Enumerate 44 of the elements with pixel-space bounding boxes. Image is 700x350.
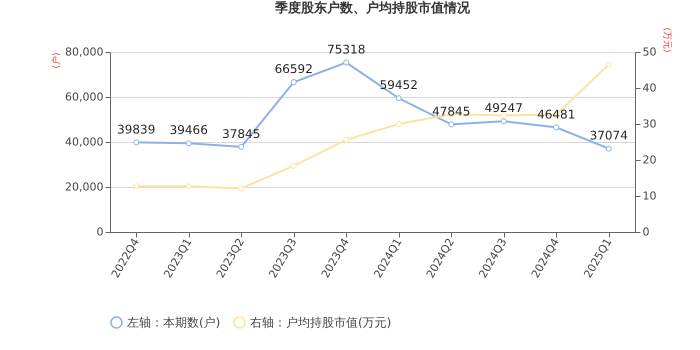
data-label: 39466: [170, 123, 208, 138]
data-label: 46481: [537, 107, 576, 122]
data-label: 47845: [432, 104, 470, 118]
point: [290, 162, 297, 169]
y2-tick-label: 0: [642, 226, 650, 238]
data-label: 49247: [484, 101, 523, 116]
y-tick-label: 60,000: [65, 90, 104, 104]
point: [396, 121, 402, 127]
point: [238, 144, 244, 150]
point: [448, 121, 454, 128]
y-tick-label: 40,000: [65, 136, 104, 148]
point: [186, 183, 192, 190]
point: [606, 146, 612, 152]
y-axis-title: (户): [51, 52, 62, 69]
point: [186, 140, 192, 146]
y-tick-label: 80,000: [65, 46, 104, 58]
legend-label: 左轴：本期数(户): [127, 316, 220, 330]
y2-tick-label: 20: [642, 154, 656, 166]
y2-axis-title: (万元): [661, 27, 672, 52]
y2-tick-label: 50: [642, 46, 656, 58]
data-label: 39839: [117, 122, 156, 136]
y2-tick-label: 30: [642, 118, 656, 130]
point: [396, 95, 402, 102]
data-label: 37074: [590, 128, 628, 143]
point: [133, 183, 140, 190]
point: [343, 60, 350, 66]
data-label: 66592: [274, 62, 313, 76]
y2-tick-label: 10: [642, 190, 656, 202]
point: [553, 124, 560, 130]
point: [606, 62, 612, 68]
point: [290, 79, 297, 86]
data-label: 37845: [222, 126, 260, 141]
data-label: 59452: [380, 78, 418, 92]
point: [500, 112, 507, 118]
y-tick-label: 20,000: [65, 180, 104, 194]
legend-label: 右轴：户均持股市值(万元): [250, 316, 392, 330]
data-label: 75318: [327, 42, 366, 57]
point: [133, 139, 140, 146]
y-tick-label: 0: [96, 226, 104, 238]
y2-tick-label: 40: [642, 82, 656, 94]
point: [343, 136, 350, 143]
chart-title: 季度股东户数、户均持股市值情况: [274, 0, 471, 16]
point: [500, 118, 507, 124]
point: [238, 185, 244, 192]
